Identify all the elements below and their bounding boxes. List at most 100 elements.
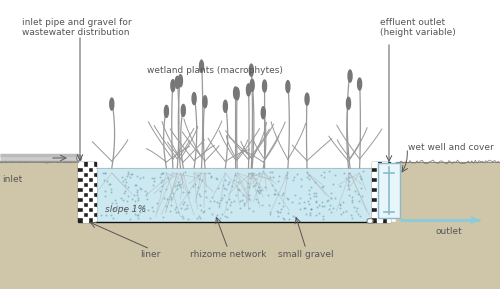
Ellipse shape: [262, 107, 266, 119]
Point: [318, 204, 326, 209]
Ellipse shape: [178, 75, 182, 87]
Point: [158, 184, 166, 188]
Point: [124, 172, 132, 177]
Point: [107, 186, 115, 191]
Point: [221, 214, 229, 218]
Point: [136, 187, 144, 192]
Point: [291, 215, 299, 219]
Point: [300, 205, 308, 210]
Point: [156, 174, 164, 179]
Point: [290, 175, 298, 179]
Point: [118, 196, 126, 201]
Point: [112, 201, 120, 205]
Point: [336, 203, 344, 207]
Text: effluent outlet
(height variable): effluent outlet (height variable): [380, 18, 456, 37]
Bar: [387, 197, 390, 202]
Point: [319, 213, 327, 218]
Ellipse shape: [224, 100, 228, 112]
Point: [149, 183, 157, 188]
Point: [340, 171, 348, 175]
Point: [294, 172, 302, 177]
Point: [227, 209, 235, 214]
Point: [130, 205, 138, 210]
Point: [146, 216, 154, 221]
Point: [123, 199, 131, 204]
Point: [216, 216, 224, 220]
Point: [167, 203, 175, 208]
Point: [184, 203, 192, 208]
Ellipse shape: [176, 76, 180, 88]
Point: [132, 182, 140, 187]
Point: [132, 212, 140, 216]
Point: [282, 170, 290, 174]
Bar: [377, 177, 382, 182]
Bar: [93, 177, 96, 182]
Ellipse shape: [262, 80, 266, 92]
Point: [245, 185, 253, 189]
Point: [230, 177, 238, 182]
Bar: [382, 162, 387, 167]
Point: [261, 185, 269, 190]
Bar: [88, 192, 93, 197]
Ellipse shape: [192, 92, 196, 105]
Ellipse shape: [250, 64, 254, 76]
Point: [199, 210, 207, 214]
Text: inlet pipe and gravel for
wastewater distribution: inlet pipe and gravel for wastewater dis…: [22, 18, 132, 37]
Point: [228, 183, 236, 188]
Point: [356, 174, 364, 178]
Text: inlet: inlet: [2, 175, 22, 184]
Point: [354, 212, 362, 216]
Bar: [377, 197, 382, 202]
Text: small gravel: small gravel: [278, 250, 334, 259]
Point: [202, 188, 209, 193]
Point: [230, 199, 238, 203]
Point: [266, 175, 274, 180]
Point: [109, 207, 117, 212]
Point: [171, 184, 179, 188]
Point: [128, 209, 136, 214]
Bar: [377, 217, 382, 222]
Point: [126, 217, 134, 221]
Point: [140, 204, 147, 209]
Point: [232, 192, 239, 197]
Point: [268, 183, 276, 188]
Point: [313, 204, 321, 209]
Point: [177, 206, 185, 211]
Point: [190, 182, 198, 186]
Point: [297, 184, 305, 188]
Point: [194, 173, 202, 177]
Point: [220, 193, 228, 197]
Point: [326, 202, 334, 207]
Point: [306, 188, 314, 192]
Point: [271, 188, 279, 192]
Point: [266, 212, 274, 216]
Point: [312, 199, 320, 204]
Point: [310, 190, 318, 195]
Point: [304, 169, 312, 174]
Point: [332, 195, 340, 200]
Bar: [88, 172, 93, 177]
Point: [136, 210, 144, 214]
Point: [276, 210, 284, 214]
Point: [100, 178, 108, 183]
Point: [282, 173, 290, 177]
Point: [311, 180, 319, 185]
Bar: [93, 197, 96, 202]
Point: [212, 176, 220, 180]
Bar: [387, 207, 390, 212]
Point: [104, 178, 112, 183]
Point: [296, 177, 304, 181]
Point: [97, 213, 105, 217]
Point: [120, 178, 128, 183]
Point: [130, 192, 138, 197]
Point: [274, 174, 282, 179]
Point: [102, 212, 110, 217]
Point: [134, 212, 142, 217]
Point: [225, 179, 233, 184]
Bar: [78, 162, 83, 167]
Bar: [88, 162, 93, 167]
Point: [120, 183, 128, 188]
Point: [141, 188, 149, 193]
Point: [160, 195, 168, 200]
Point: [284, 197, 292, 201]
